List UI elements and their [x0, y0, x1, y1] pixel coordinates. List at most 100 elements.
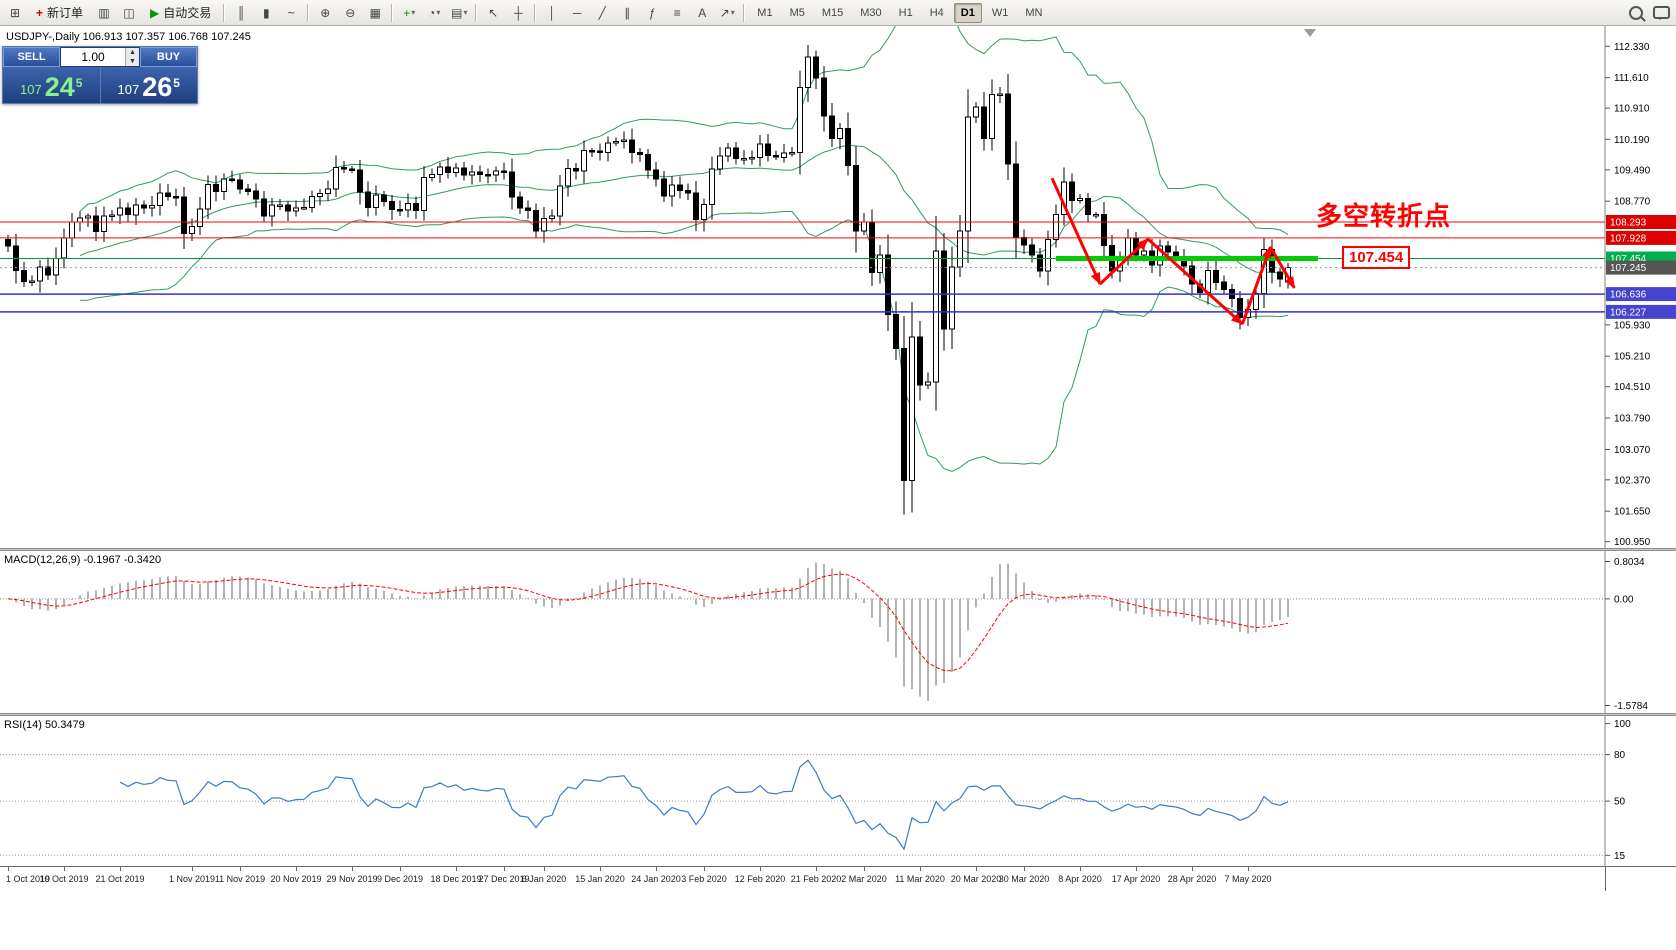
indicators-icon[interactable]: + ▾	[403, 5, 416, 20]
date-label: 21 Oct 2019	[95, 874, 145, 884]
rsi-line	[119, 759, 1289, 851]
panel-splitter[interactable]	[0, 713, 1676, 716]
sell-price[interactable]: 107 24 5	[3, 67, 101, 103]
svg-text:101.650: 101.650	[1614, 507, 1651, 518]
toolbar-separator	[391, 3, 394, 22]
date-label: 29 Nov 2019	[326, 874, 378, 884]
date-label: 17 Apr 2020	[1111, 874, 1161, 884]
timeframe-m30-button[interactable]: M30	[860, 6, 882, 19]
date-tick	[1248, 867, 1249, 871]
periods-icon[interactable]: ◔ ▾	[428, 5, 441, 20]
equidistant-channel-icon[interactable]: ∥	[624, 5, 631, 20]
date-tick	[1024, 867, 1025, 871]
date-label: 24 Jan 2020	[631, 874, 681, 884]
market-watch-icon[interactable]: ▥	[98, 5, 110, 20]
ohlc-values: 106.913 107.357 106.768 107.245	[82, 31, 251, 43]
timeframe-m1-button[interactable]: M1	[757, 6, 773, 19]
vertical-line-icon[interactable]: │	[548, 5, 557, 20]
date-tick	[704, 867, 705, 871]
fibonacci-icon[interactable]: ƒ	[648, 5, 656, 20]
volume-decrease-button[interactable]: ▼	[126, 57, 139, 66]
templates-icon[interactable]: ▤ ▾	[451, 5, 468, 20]
svg-text:103.070: 103.070	[1614, 445, 1651, 456]
cursor-icon[interactable]: ↖	[488, 5, 499, 20]
trade-panel-controls: SELL ▲ ▼ BUY	[2, 46, 198, 67]
price-axis[interactable]: 112.330 111.610 110.910 110.190 109.490 108.7…	[1604, 26, 1676, 548]
line-chart-icon[interactable]: ~	[287, 5, 295, 20]
date-label: 9 Dec 2019	[376, 874, 424, 884]
date-label: 7 May 2020	[1224, 874, 1272, 884]
date-label: 15 Jan 2020	[575, 874, 625, 884]
date-label: 20 Nov 2019	[270, 874, 322, 884]
toolbar-separator	[223, 3, 226, 22]
svg-text:106.227: 106.227	[1610, 307, 1647, 318]
svg-text:105.210: 105.210	[1614, 352, 1651, 363]
timeframe-mn-button[interactable]: MN	[1025, 6, 1043, 19]
date-tick	[976, 867, 977, 871]
date-tick	[456, 867, 457, 871]
bars-chart-icon[interactable]: ║	[237, 5, 246, 20]
buy-button[interactable]: BUY	[140, 47, 197, 67]
axis-corner-divider	[1605, 867, 1606, 891]
trendline-icon[interactable]: ╱	[598, 5, 606, 20]
date-axis[interactable]: 1 Oct 2019 10 Oct 2019 21 Oct 2019 1 Nov 20…	[0, 866, 1676, 891]
date-label: 27 Dec 2019	[478, 874, 530, 884]
date-tick	[400, 867, 401, 871]
candlestick-chart-icon[interactable]: ▮	[262, 5, 270, 20]
volume-spinner: ▲ ▼	[125, 48, 139, 66]
timeframe-m5-button[interactable]: M5	[789, 6, 805, 19]
buy-price[interactable]: 107 26 5	[117, 72, 180, 103]
svg-text:0.8034: 0.8034	[1614, 557, 1645, 568]
timeframe-d1-button[interactable]: D1	[953, 2, 982, 23]
volume-input[interactable]	[61, 48, 125, 66]
svg-text:-1.5784: -1.5784	[1614, 701, 1648, 712]
date-tick	[296, 867, 297, 871]
date-tick	[544, 867, 545, 871]
volume-increase-button[interactable]: ▲	[126, 48, 139, 57]
date-label: 6 Jan 2020	[521, 874, 567, 884]
sell-button[interactable]: SELL	[3, 47, 60, 67]
chat-icon[interactable]	[1649, 2, 1673, 24]
autotrading-button[interactable]: ▶ 自动交易	[150, 5, 212, 21]
horizontal-line-icon[interactable]: ─	[573, 5, 582, 20]
date-label: 2 Mar 2020	[841, 874, 887, 884]
zoom-in-icon[interactable]: ⊕	[320, 5, 331, 20]
crosshair-icon[interactable]: ┼	[514, 5, 523, 20]
date-label: 28 Apr 2020	[1167, 874, 1217, 884]
timeframe-m15-button[interactable]: M15	[821, 6, 844, 19]
grid-icon[interactable]: ≡	[673, 5, 681, 20]
panel-splitter[interactable]	[0, 548, 1676, 551]
svg-text:105.930: 105.930	[1614, 320, 1651, 331]
search-icon[interactable]	[1624, 2, 1648, 24]
date-label: 11 Nov 2019	[214, 874, 266, 884]
svg-text:112.330: 112.330	[1614, 42, 1650, 53]
trend-arrows	[1050, 177, 1296, 326]
text-label-icon[interactable]: A	[698, 5, 707, 20]
symbol-period-label: USDJPY-,Daily	[6, 31, 80, 43]
svg-text:106.636: 106.636	[1610, 290, 1647, 301]
rsi-panel-canvas[interactable]: 100 80 50 15	[0, 716, 1676, 866]
date-label: 20 Mar 2020	[950, 874, 1002, 884]
timeframe-h4-button[interactable]: H4	[929, 6, 944, 19]
data-window-icon[interactable]: ◫	[123, 5, 135, 20]
toolbar-separator	[307, 3, 310, 22]
horizontal-lines	[0, 221, 1605, 313]
date-tick	[864, 867, 865, 871]
chart-shift-marker[interactable]	[1304, 29, 1316, 37]
tile-windows-icon[interactable]: ▦	[369, 5, 381, 20]
new-order-button[interactable]: + 新订单	[36, 5, 84, 21]
svg-text:109.490: 109.490	[1614, 165, 1651, 176]
arrows-icon[interactable]: ↗ ▾	[719, 5, 735, 20]
date-label: 21 Feb 2020	[790, 874, 842, 884]
zoom-out-icon[interactable]: ⊖	[345, 5, 356, 20]
main-chart-canvas[interactable]: 112.330 111.610 110.910 110.190 109.490 108.7…	[0, 26, 1676, 548]
date-tick	[1192, 867, 1193, 871]
new-chart-icon[interactable]: ⊞	[9, 5, 21, 20]
main-chart-panel: 112.330 111.610 110.910 110.190 109.490 108.7…	[0, 26, 1676, 548]
timeframe-w1-button[interactable]: W1	[991, 6, 1009, 19]
date-tick	[760, 867, 761, 871]
one-click-trading-panel: SELL ▲ ▼ BUY 107 24 5 107 26 5	[2, 46, 198, 104]
timeframe-h1-button[interactable]: H1	[898, 6, 913, 19]
chart-title: USDJPY-,Daily 106.913 107.357 106.768 10…	[6, 31, 251, 43]
macd-panel-canvas[interactable]: 0.8034 0.00 -1.5784	[0, 551, 1676, 713]
